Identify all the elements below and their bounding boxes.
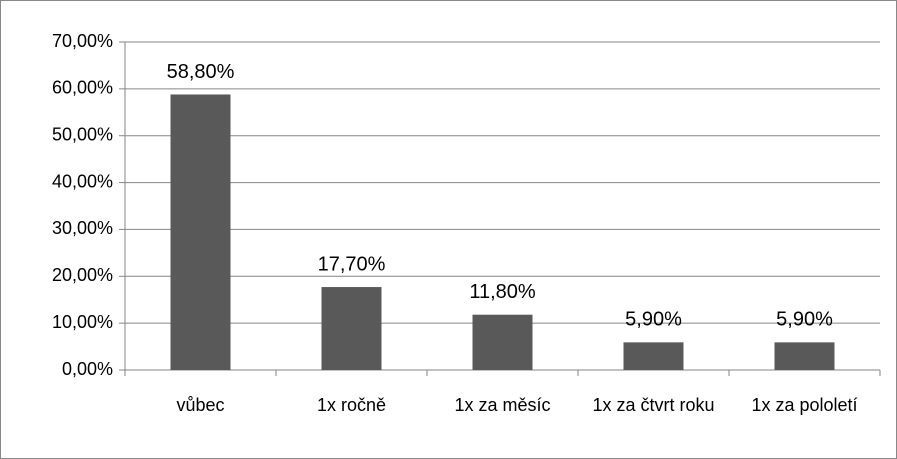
- y-tick-label: 30,00%: [52, 218, 113, 238]
- data-label: 5,90%: [625, 309, 682, 331]
- bar: [774, 342, 835, 370]
- x-tick-label: 1x za měsíc: [454, 395, 551, 415]
- y-tick-label: 20,00%: [52, 265, 113, 285]
- data-label: 58,80%: [167, 61, 235, 83]
- data-label: 11,80%: [469, 281, 536, 303]
- y-tick-label: 0,00%: [62, 359, 113, 379]
- bar: [321, 287, 382, 370]
- x-tick-label: 1x ročně: [316, 395, 387, 415]
- x-tick-label: vůbec: [176, 395, 225, 415]
- y-tick-label: 50,00%: [52, 124, 113, 144]
- y-tick-label: 60,00%: [52, 78, 113, 98]
- x-tick-label: 1x za čtvrt roku: [592, 395, 715, 415]
- bar: [623, 342, 684, 370]
- data-label: 17,70%: [318, 253, 386, 275]
- y-tick-label: 10,00%: [52, 312, 113, 332]
- bar: [170, 94, 231, 370]
- x-tick-label: 1x za pololetí: [751, 395, 858, 415]
- y-tick-label: 40,00%: [52, 171, 113, 191]
- data-label: 5,90%: [776, 309, 833, 331]
- bar: [472, 314, 533, 370]
- y-tick-label: 70,00%: [52, 31, 113, 51]
